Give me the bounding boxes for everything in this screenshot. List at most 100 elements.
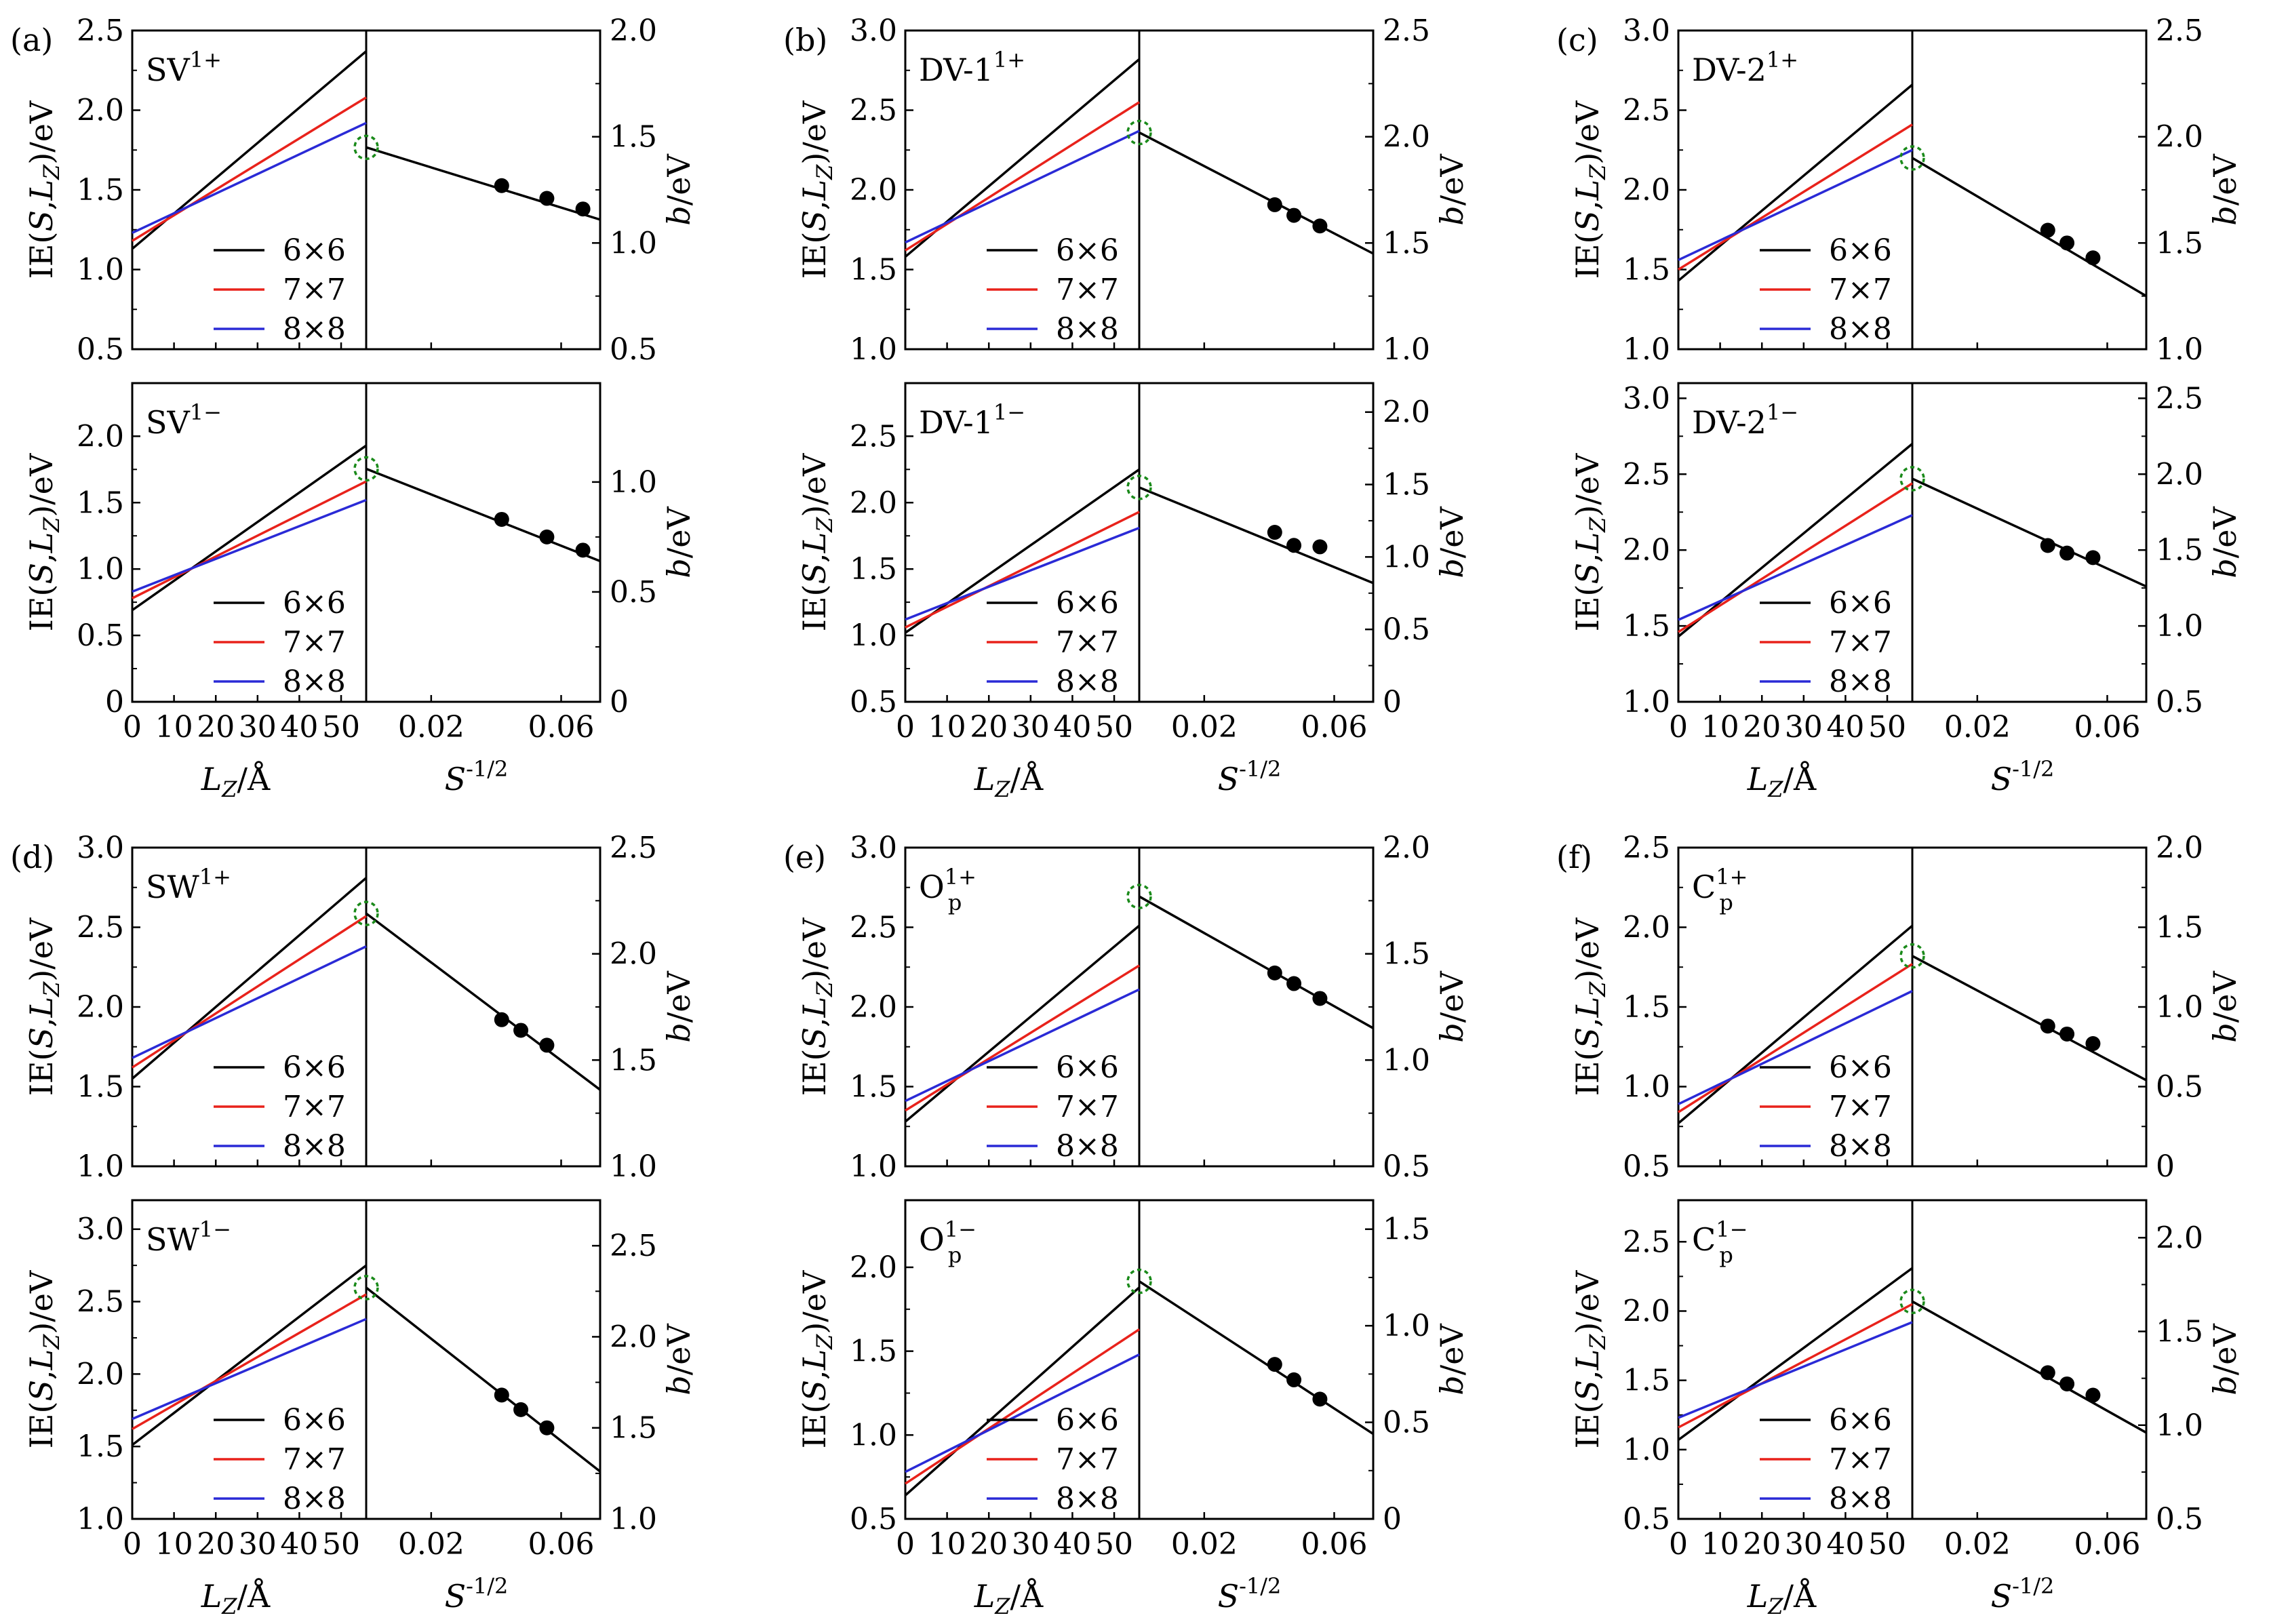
x-left-tick-label: 40 [1826, 710, 1864, 745]
defect-label: DV-11+ [919, 47, 1025, 88]
y-left-tick-label: 3.0 [77, 1212, 124, 1247]
x-left-tick-label: 40 [280, 710, 318, 745]
x-left-tick-label: 50 [322, 1527, 360, 1562]
series-line-6x6 [904, 1286, 1141, 1497]
series-line-6x6 [1677, 83, 1914, 282]
fit-line [1912, 157, 2147, 298]
y-left-tick-label: 1.5 [850, 552, 897, 587]
y-left-tick-label: 0.5 [1623, 1149, 1670, 1184]
panel-a-minus: 0 0.5 1.0 1.5 2.0 0 0.5 1.0 0 10 20 30 40 50 0.02 0.06 S… [23, 382, 697, 745]
legend-label: 6×6 [1829, 1403, 1892, 1438]
y-left-tick-label: 2.5 [850, 911, 897, 945]
y-right-tick-label: 2.0 [2156, 1221, 2203, 1255]
series-line-7x7 [1678, 963, 1913, 1113]
x-left-tick-label: 50 [322, 710, 360, 745]
defect-label: SV1+ [146, 47, 222, 88]
series-line-8x8 [132, 498, 367, 593]
fit-line [366, 467, 601, 563]
y-right-tick-label: 2.0 [1383, 831, 1430, 865]
y-right-title: b/eV [1434, 507, 1470, 578]
series-line-7x7 [132, 96, 367, 242]
defect-species: SV [146, 52, 191, 88]
series-line-8x8 [905, 988, 1140, 1103]
legend-label: 8×8 [283, 1129, 346, 1164]
legend-label: 6×6 [283, 586, 346, 620]
defect-species: C [1692, 1221, 1716, 1258]
panel-a-plus: 0.5 1.0 1.5 2.0 2.5 0.5 1.0 1.5 2.0 SV1+ 6×6 7×7 8×8… [23, 14, 697, 367]
data-point [575, 201, 591, 217]
panel-c-plus: 1.0 1.5 2.0 2.5 3.0 1.0 1.5 2.0 2.5 DV-21+ 6×6 7×7 8… [1569, 14, 2243, 367]
panel-letter: (b) [783, 22, 827, 58]
x-left-tick-label: 20 [197, 1527, 235, 1562]
fit-line [1912, 1300, 2147, 1434]
data-point [2059, 545, 2075, 561]
y-right-tick-label: 0 [2156, 1149, 2175, 1184]
legend-label: 7×7 [283, 1090, 346, 1124]
extrapolated-point-circle [1899, 145, 1925, 171]
y-left-tick-label: 1.0 [77, 1149, 124, 1184]
extrapolated-point-circle [1126, 475, 1152, 500]
y-right-tick-label: 0.5 [1383, 1149, 1430, 1184]
legend-label: 6×6 [1829, 586, 1892, 620]
y-left-tick-label: 1.0 [1623, 1433, 1670, 1467]
data-point [494, 511, 509, 527]
y-right-tick-label: 1.5 [2156, 1315, 2203, 1349]
y-right-title: b/eV [660, 971, 697, 1043]
series-line-6x6 [131, 1264, 368, 1446]
y-right-title: b/eV [660, 507, 697, 578]
defect-charge: 1+ [1767, 47, 1798, 73]
series-line-8x8 [1678, 148, 1913, 261]
x-right-title: S-1/2 [445, 756, 509, 797]
defect-species: DV-2 [1692, 404, 1767, 441]
fit-line [365, 1286, 601, 1473]
y-left-tick-label: 1.0 [1623, 332, 1670, 367]
figure-panel-a: 0.51.01.52.02.50.51.01.52.0SV1+6×67×78×8… [10, 14, 697, 802]
x-left-tick-label: 40 [280, 1527, 318, 1562]
y-left-tick-label: 1.0 [850, 332, 897, 367]
y-right-tick-label: 0.5 [2156, 685, 2203, 719]
y-right-tick-label: 2.0 [610, 937, 657, 972]
y-left-tick-label: 2.5 [1623, 1225, 1670, 1259]
y-right-title: b/eV [2207, 1324, 2243, 1395]
y-left-tick-label: 3.0 [850, 831, 897, 865]
defect-species: SW [146, 869, 200, 905]
data-point [2040, 1365, 2055, 1381]
data-point [1286, 1372, 1302, 1387]
x-left-title: LZ/Å [201, 760, 271, 802]
y-right-tick-label: 1.0 [2156, 1408, 2203, 1443]
y-right-tick-label: 0.5 [1383, 612, 1430, 647]
defect-species: DV-1 [919, 52, 993, 88]
series-line-6x6 [131, 444, 368, 612]
y-right-tick-label: 0 [1383, 1502, 1402, 1537]
defect-label: SW1+ [146, 864, 231, 905]
y-right-tick-label: 0 [1383, 685, 1402, 719]
y-right-tick-label: 2.0 [2156, 120, 2203, 155]
data-point [2040, 538, 2055, 553]
defect-label: SV1− [146, 399, 222, 441]
legend-label: 8×8 [1829, 312, 1892, 346]
x-left-tick-label: 20 [970, 1527, 1008, 1562]
series-line-7x7 [132, 1293, 367, 1431]
defect-charge: 1+ [945, 864, 976, 890]
x-left-tick-label: 10 [928, 710, 966, 745]
y-right-tick-label: 2.0 [2156, 457, 2203, 492]
data-point [2085, 250, 2101, 266]
x-right-tick-label: 0.06 [528, 710, 595, 745]
y-right-tick-label: 2.5 [1383, 14, 1430, 48]
y-left-tick-label: 1.0 [850, 618, 897, 653]
data-point [1312, 991, 1328, 1006]
y-left-tick-label: 2.5 [850, 419, 897, 454]
y-left-title: IE(S,LZ)/eV [796, 453, 837, 631]
data-point [2085, 550, 2101, 566]
y-right-title: b/eV [1434, 154, 1470, 226]
extrapolated-point-circle [1126, 1268, 1152, 1294]
y-left-title: IE(S,LZ)/eV [796, 1270, 837, 1448]
panel-letter: (c) [1556, 22, 1598, 58]
y-right-tick-label: 1.0 [610, 465, 657, 500]
figure-panel-c: 1.01.52.02.53.01.01.52.02.5DV-21+6×67×78… [1556, 14, 2243, 802]
data-point [2040, 1018, 2055, 1034]
legend-label: 8×8 [1829, 1129, 1892, 1164]
panel-letter: (e) [783, 839, 826, 875]
figure-panel-f: 0.51.01.52.02.500.51.01.52.0C1+ p6×67×78×… [1556, 831, 2243, 1619]
